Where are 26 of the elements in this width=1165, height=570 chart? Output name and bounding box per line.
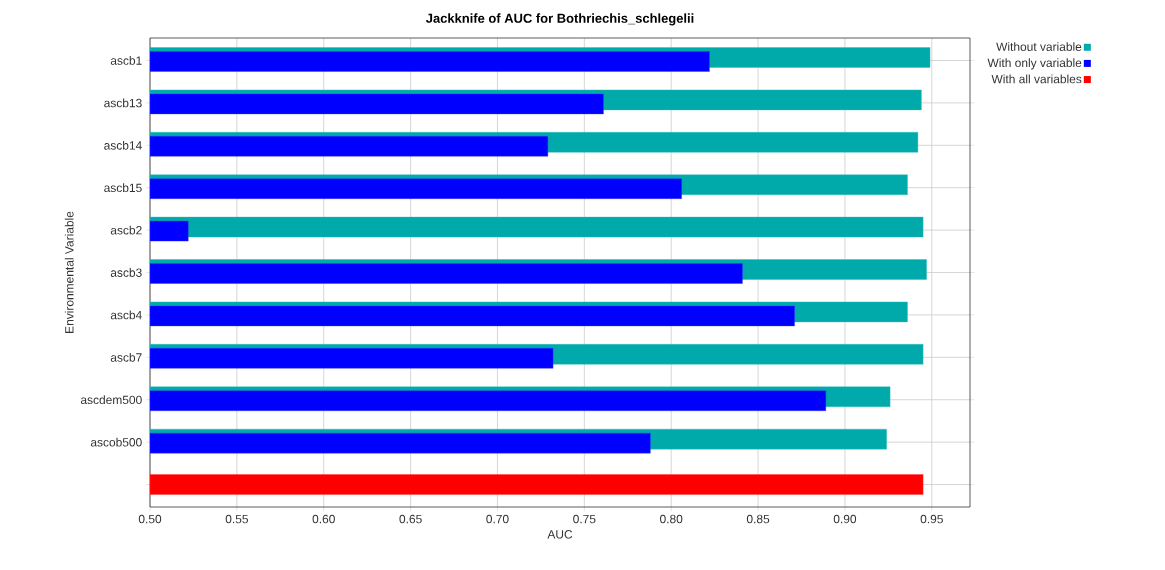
legend-label: Without variable: [996, 42, 1082, 51]
x-tick-label: 0.60: [312, 514, 335, 524]
x-axis-title: AUC: [547, 530, 573, 539]
x-tick-label: 0.75: [573, 514, 596, 524]
y-axis-title: Environmental Variable: [64, 211, 74, 333]
y-tick-label: ascb1: [110, 56, 142, 65]
chart-title: Jackknife of AUC for Bothriechis_schlegelii: [425, 13, 694, 26]
y-tick-label: ascb7: [110, 352, 142, 362]
y-tick-label: ascb15: [104, 183, 142, 193]
x-tick-label: 0.70: [486, 514, 509, 524]
x-tick-label: 0.55: [225, 514, 248, 524]
x-tick-label: 0.80: [660, 514, 683, 524]
y-tick-label: ascb13: [104, 98, 142, 108]
y-tick-label: ascb2: [110, 225, 142, 235]
x-tick-label: 0.65: [399, 514, 422, 524]
legend-label: With only variable: [987, 58, 1082, 70]
x-tick-label: 0.90: [833, 514, 857, 524]
y-tick-label: ascob500: [90, 437, 142, 447]
legend-label: With all variables: [991, 74, 1082, 84]
y-tick-label: ascb4: [110, 310, 142, 320]
x-tick-label: 0.50: [138, 514, 162, 524]
y-tick-label: ascdem500: [80, 395, 142, 405]
y-tick-label: ascb3: [110, 268, 142, 277]
y-tick-label: ascb14: [104, 140, 142, 150]
x-tick-label: 0.85: [746, 514, 770, 524]
x-tick-label: 0.95: [920, 514, 943, 524]
